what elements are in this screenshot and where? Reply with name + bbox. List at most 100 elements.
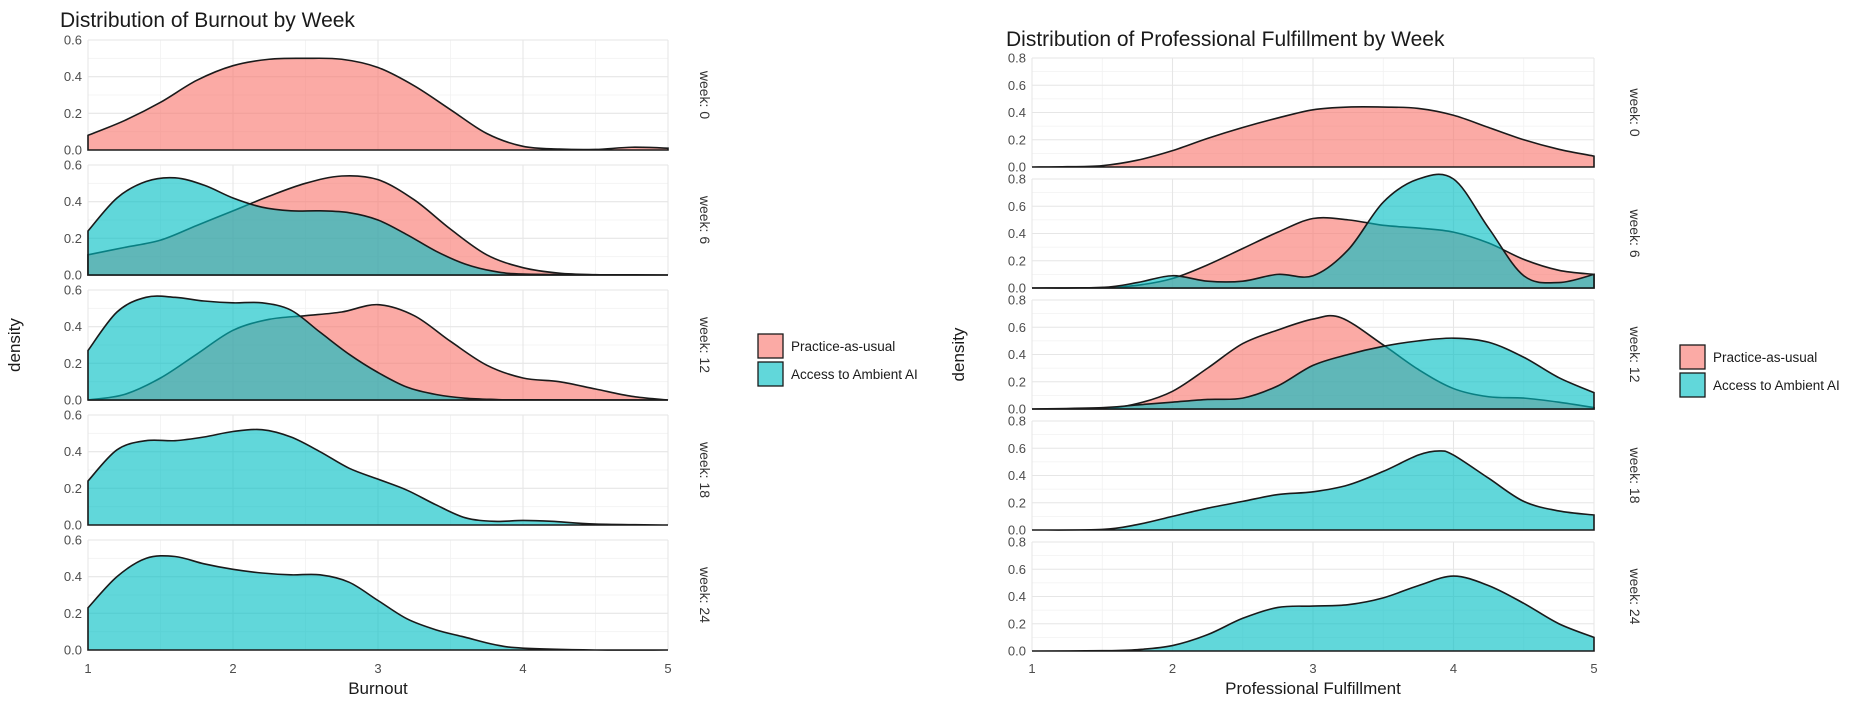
facet-panel: 0.0 0.2 0.4 0.6 0.8 week: 24 [1008, 535, 1643, 659]
legend-label: Practice-as-usual [1713, 350, 1817, 365]
y-tick-label: 0.4 [1008, 226, 1026, 241]
facet-panel: 0.0 0.2 0.4 0.6 week: 12 [64, 283, 713, 408]
facet-strip-label: week: 12 [1627, 325, 1643, 382]
y-tick-label: 0.2 [64, 231, 82, 246]
x-tick-label: 5 [1590, 661, 1597, 676]
legend-key [1679, 372, 1706, 398]
facet-panel: 0.0 0.2 0.4 0.6 week: 6 [64, 158, 713, 283]
density-area [1031, 105, 1595, 168]
x-axis-label: Professional Fulfillment [1225, 679, 1401, 698]
y-tick-label: 0.2 [1008, 132, 1026, 147]
facet-strip-label: week: 24 [1627, 567, 1643, 624]
y-tick-label: 0.4 [64, 319, 82, 334]
y-tick-label: 0.6 [1008, 320, 1026, 335]
density-area [87, 57, 669, 151]
facet-panel: 0.0 0.2 0.4 0.6 0.8 week: 12 [1008, 293, 1643, 417]
chart-1: Distribution of Burnout by Week 0.0 0.2 0.4… [5, 9, 918, 698]
facet-strip-label: week: 18 [697, 441, 713, 498]
y-tick-label: 0.4 [64, 69, 82, 84]
x-axis-label: Burnout [348, 679, 408, 698]
y-tick-label: 0.4 [1008, 347, 1026, 362]
legend-label: Practice-as-usual [791, 339, 895, 354]
y-tick-label: 0.6 [64, 533, 82, 548]
y-tick-label: 0.6 [64, 158, 82, 173]
y-tick-label: 0.0 [64, 268, 82, 283]
chart-title: Distribution of Professional Fulfillment… [1006, 28, 1445, 51]
y-tick-label: 0.8 [1008, 535, 1026, 550]
y-tick-label: 0.4 [1008, 468, 1026, 483]
y-tick-label: 0.2 [1008, 253, 1026, 268]
y-tick-label: 0.2 [64, 606, 82, 621]
density-area [1031, 575, 1595, 652]
y-tick-label: 0.2 [1008, 616, 1026, 631]
chart-title: Distribution of Burnout by Week [60, 9, 355, 32]
y-tick-label: 0.4 [64, 194, 82, 209]
legend: Practice-as-usual Access to Ambient AI [1679, 344, 1840, 398]
density-area [87, 176, 669, 276]
y-tick-label: 0.8 [1008, 51, 1026, 66]
y-tick-label: 0.2 [64, 106, 82, 121]
y-tick-label: 0.0 [1008, 644, 1026, 659]
facet-panel: 0.0 0.2 0.4 0.6 0.8 week: 18 [1008, 414, 1643, 538]
x-tick-label: 4 [1450, 661, 1457, 676]
y-tick-label: 0.4 [64, 569, 82, 584]
x-tick-label: 1 [1028, 661, 1035, 676]
y-tick-label: 0.2 [64, 356, 82, 371]
y-tick-label: 0.6 [1008, 78, 1026, 93]
legend-key [757, 361, 784, 387]
facet-panel: 0.0 0.2 0.4 0.6 week: 0 [64, 33, 713, 158]
x-tick-label: 1 [84, 661, 91, 676]
y-axis-label: density [949, 327, 968, 381]
chart-2: Distribution of Professional Fulfillment… [949, 28, 1840, 698]
y-tick-label: 0.2 [64, 481, 82, 496]
facet-panel: 0.0 0.2 0.4 0.6 0.8 week: 6 [1008, 172, 1643, 296]
y-tick-label: 0.0 [1008, 281, 1026, 296]
facet-strip-label: week: 24 [697, 566, 713, 623]
density-area [87, 295, 669, 401]
facet-strip-label: week: 6 [1627, 208, 1643, 257]
density-area [1031, 173, 1595, 289]
y-tick-label: 0.6 [1008, 562, 1026, 577]
x-tick-label: 4 [519, 661, 526, 676]
facet-strip-label: week: 0 [1627, 87, 1643, 136]
y-tick-label: 0.6 [64, 408, 82, 423]
facet-strip-label: week: 0 [697, 70, 713, 119]
y-tick-label: 0.6 [1008, 441, 1026, 456]
density-area [87, 554, 669, 651]
y-tick-label: 0.2 [1008, 495, 1026, 510]
y-tick-label: 0.6 [1008, 199, 1026, 214]
y-tick-label: 0.0 [64, 393, 82, 408]
y-tick-label: 0.0 [64, 643, 82, 658]
facet-panel: 0.0 0.2 0.4 0.6 week: 18 [64, 408, 713, 533]
y-tick-label: 0.4 [1008, 589, 1026, 604]
x-tick-label: 3 [1309, 661, 1316, 676]
y-tick-label: 0.8 [1008, 414, 1026, 429]
legend-label: Access to Ambient AI [791, 367, 918, 382]
y-tick-label: 0.0 [64, 518, 82, 533]
y-axis-label: density [5, 318, 24, 372]
y-tick-label: 0.0 [1008, 160, 1026, 175]
y-tick-label: 0.4 [1008, 105, 1026, 120]
y-tick-label: 0.0 [1008, 523, 1026, 538]
legend-label: Access to Ambient AI [1713, 378, 1840, 393]
y-tick-label: 0.6 [64, 283, 82, 298]
density-area [1031, 337, 1595, 410]
density-area [87, 428, 669, 526]
facet-strip-label: week: 12 [697, 316, 713, 373]
x-tick-label: 5 [664, 661, 671, 676]
facet-panel: 0.0 0.2 0.4 0.6 week: 24 [64, 533, 713, 658]
y-tick-label: 0.6 [64, 33, 82, 48]
facet-strip-label: week: 6 [697, 195, 713, 244]
legend: Practice-as-usual Access to Ambient AI [757, 333, 918, 387]
y-tick-label: 0.8 [1008, 293, 1026, 308]
y-tick-label: 0.0 [1008, 402, 1026, 417]
legend-key [757, 333, 784, 359]
legend-key [1679, 344, 1706, 370]
facet-panel: 0.0 0.2 0.4 0.6 0.8 week: 0 [1008, 51, 1643, 175]
x-tick-label: 2 [1169, 661, 1176, 676]
y-tick-label: 0.4 [64, 444, 82, 459]
y-tick-label: 0.8 [1008, 172, 1026, 187]
x-tick-label: 3 [374, 661, 381, 676]
